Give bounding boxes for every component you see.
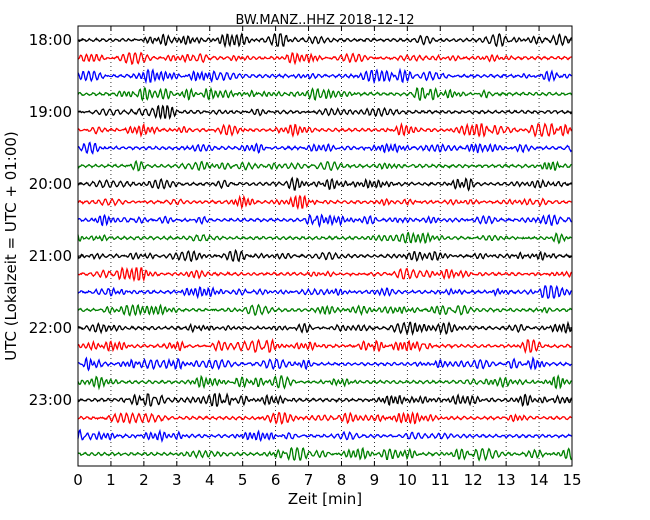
seismic-trace xyxy=(77,32,573,49)
chart-title: BW.MANZ..HHZ 2018-12-12 xyxy=(235,13,414,28)
x-axis-label: Zeit [min] xyxy=(288,490,362,508)
y-tick-label: 21:00 xyxy=(29,247,72,265)
vertical-grid xyxy=(110,26,540,466)
seismic-trace xyxy=(77,303,573,317)
trace-group xyxy=(77,32,573,462)
y-tick-label: 23:00 xyxy=(29,391,72,409)
y-tick-label: 19:00 xyxy=(29,103,72,121)
x-tick-label: 6 xyxy=(271,471,281,489)
seismic-trace xyxy=(77,176,572,192)
seismic-trace xyxy=(77,411,572,425)
y-tick-label: 22:00 xyxy=(29,319,72,337)
seismic-trace xyxy=(77,159,572,172)
seismic-trace xyxy=(77,121,573,138)
x-tick-label: 15 xyxy=(562,471,581,489)
x-tick-label: 7 xyxy=(304,471,314,489)
seismic-trace xyxy=(77,51,572,66)
seismic-trace xyxy=(77,428,573,444)
seismic-trace xyxy=(77,141,573,155)
x-tick-label: 3 xyxy=(172,471,182,489)
x-tick-label: 1 xyxy=(106,471,116,489)
plot-frame xyxy=(77,25,573,467)
x-tick-label: 13 xyxy=(497,471,516,489)
x-tick-label: 10 xyxy=(398,471,417,489)
x-tick-label: 4 xyxy=(205,471,215,489)
x-tick-label: 8 xyxy=(337,471,347,489)
seismic-trace xyxy=(77,213,573,229)
x-tick-label: 5 xyxy=(238,471,248,489)
seismic-trace xyxy=(77,320,573,337)
x-tick-label: 12 xyxy=(464,471,483,489)
seismic-trace xyxy=(77,374,573,391)
seismic-trace xyxy=(77,86,573,102)
x-tick-label: 14 xyxy=(530,471,549,489)
seismic-trace xyxy=(77,356,572,372)
seismic-trace xyxy=(77,194,572,211)
seismic-trace xyxy=(77,248,573,263)
seismic-trace xyxy=(77,266,573,283)
seismic-trace xyxy=(77,104,572,120)
x-tick-label: 9 xyxy=(370,471,380,489)
x-tick-label: 2 xyxy=(139,471,149,489)
seismic-trace xyxy=(77,446,573,462)
x-axis-ticks: 0 1 2 3 4 5 6 7 8 9 10 11 12 13 14 15 xyxy=(73,26,582,489)
x-tick-label: 11 xyxy=(431,471,450,489)
y-axis-label: UTC (Lokalzeit = UTC + 01:00) xyxy=(2,131,20,361)
seismic-trace xyxy=(77,67,572,85)
seismic-trace xyxy=(77,284,573,300)
seismic-trace xyxy=(77,392,573,408)
y-axis-ticks: 18:00 19:00 20:00 21:00 22:00 23:00 xyxy=(29,31,572,409)
y-tick-label: 18:00 xyxy=(29,31,72,49)
x-tick-label: 0 xyxy=(73,471,83,489)
seismic-trace xyxy=(77,231,572,245)
seismic-trace xyxy=(78,337,572,355)
y-tick-label: 20:00 xyxy=(29,175,72,193)
